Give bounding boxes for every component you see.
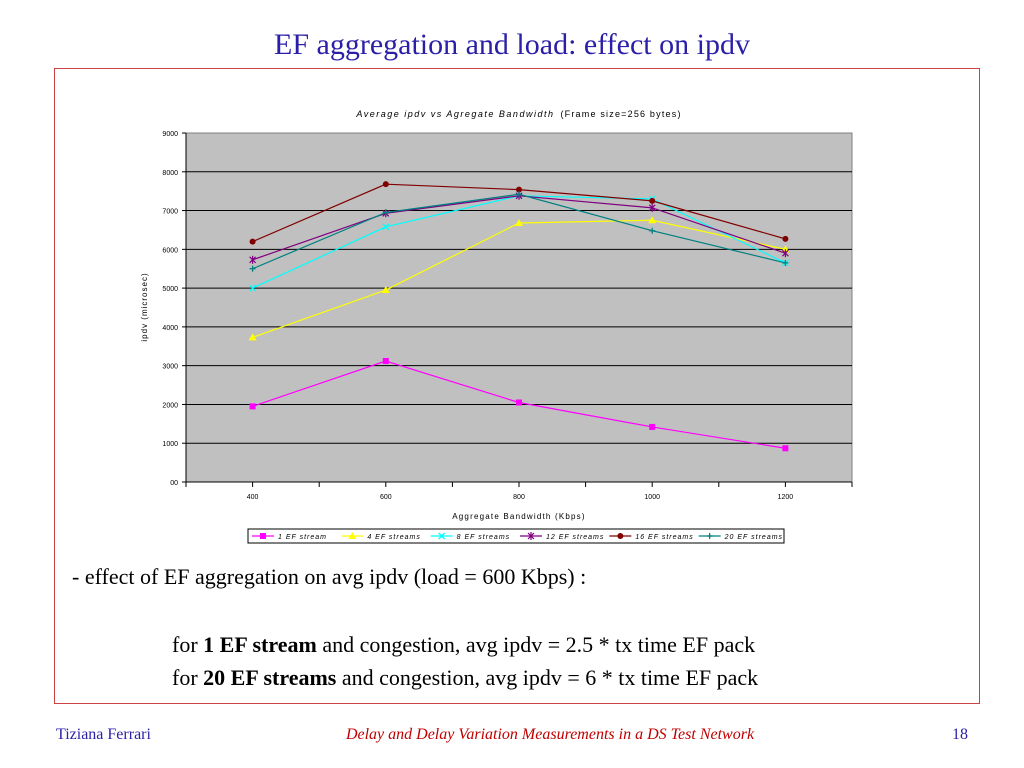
finding-2-pre: for [172, 665, 204, 690]
data-point [382, 358, 389, 365]
data-point [515, 218, 523, 226]
x-tick-label: 400 [247, 494, 259, 501]
legend-entry: 16 EF streams [609, 533, 693, 541]
legend-label: 12 EF streams [546, 534, 604, 541]
legend-marker [438, 532, 446, 540]
data-point [382, 223, 390, 231]
x-tick-label: 600 [380, 494, 392, 501]
legend-entry: 1 EF stream [252, 533, 327, 541]
data-point [649, 423, 656, 430]
finding-1-post: and congestion, avg ipdv = 2.5 * tx time… [316, 632, 756, 657]
y-tick-label: 3000 [162, 364, 178, 371]
data-point [249, 284, 257, 292]
legend-label: 16 EF streams [635, 534, 693, 541]
data-point [516, 399, 522, 406]
chart: Average ipdv vs Agregate Bandwidth (Fram… [140, 109, 853, 544]
data-point [648, 203, 656, 212]
x-tick-label: 1000 [644, 494, 660, 501]
y-tick-label: 6000 [162, 247, 178, 254]
data-point [249, 265, 256, 272]
data-point [648, 216, 657, 224]
data-point [782, 235, 789, 242]
legend-marker [527, 532, 535, 540]
y-tick-label: 7000 [162, 209, 178, 216]
data-point [382, 181, 389, 188]
legend-entry: 8 EF streams [430, 532, 511, 541]
x-axis-label: Aggregate Bandwidth (Kbps) [452, 512, 586, 521]
y-tick-label: 00 [170, 480, 178, 487]
data-point [516, 186, 522, 193]
data-point [249, 238, 256, 245]
legend-marker [260, 533, 266, 539]
y-tick-label: 9000 [162, 131, 178, 138]
finding-1-pre: for [172, 632, 204, 657]
y-tick-label: 1000 [162, 441, 178, 448]
data-point [248, 333, 257, 341]
legend-label: 20 EF streams [724, 534, 783, 541]
data-point [382, 209, 389, 216]
data-point [649, 197, 656, 204]
y-tick-label: 2000 [162, 402, 178, 409]
data-point [249, 255, 257, 264]
data-point [381, 286, 390, 294]
legend-marker [617, 533, 624, 539]
legend-box [247, 528, 785, 544]
chart-frame [54, 68, 980, 704]
x-tick-label: 800 [513, 494, 525, 501]
y-axis-label: ipdv (microsec) [140, 272, 149, 341]
x-tick-label: 1200 [778, 494, 794, 501]
y-tick-label: 8000 [162, 170, 178, 177]
data-point [782, 259, 789, 266]
finding-2-bold: 20 EF streams [203, 665, 337, 690]
legend-entry: 12 EF streams [520, 532, 604, 541]
chart-subtitle: (Frame size=256 bytes) [560, 109, 681, 119]
data-point [249, 403, 256, 410]
data-point [649, 227, 656, 234]
legend-marker [348, 532, 357, 539]
legend-label: 1 EF stream [278, 534, 327, 541]
finding-line-1: for 1 EF stream and congestion, avg ipdv… [172, 632, 755, 658]
chart-title: Average ipdv vs Agregate Bandwidth [355, 109, 554, 119]
bullet-text: - effect of EF aggregation on avg ipdv (… [72, 564, 587, 589]
data-point [781, 249, 789, 258]
y-tick-label: 5000 [162, 286, 178, 293]
data-point [782, 445, 789, 452]
finding-2-post: and congestion, avg ipdv = 6 * tx time E… [336, 665, 759, 690]
footer-title: Delay and Delay Variation Measurements i… [345, 726, 755, 743]
data-point [516, 191, 522, 198]
page-number: 18 [952, 726, 968, 743]
finding-line-2: for 20 EF streams and congestion, avg ip… [172, 665, 758, 691]
legend-entry: 4 EF streams [341, 532, 421, 541]
finding-1-bold: 1 EF stream [203, 632, 317, 657]
plot-area [185, 132, 853, 483]
legend-marker [706, 533, 713, 539]
legend-entry: 20 EF streams [698, 533, 783, 541]
y-tick-label: 4000 [162, 325, 178, 332]
legend-label: 8 EF streams [457, 534, 511, 541]
footer-author: Tiziana Ferrari [56, 726, 151, 743]
slide-title: EF aggregation and load: effect on ipdv [274, 28, 750, 61]
legend-label: 4 EF streams [367, 534, 421, 541]
